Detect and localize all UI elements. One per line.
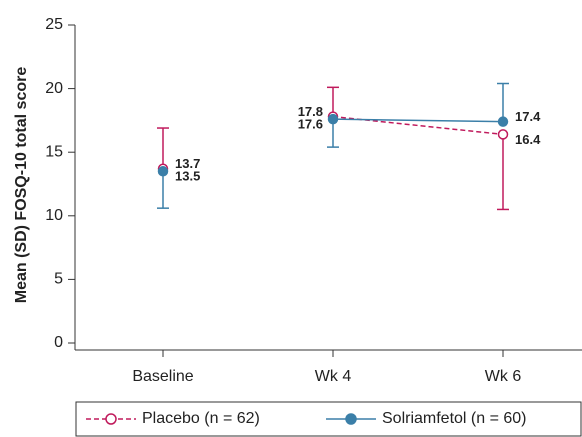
x-tick-label: Wk 6 (485, 368, 522, 385)
marker (327, 113, 339, 125)
x-tick-label: Baseline (132, 368, 193, 385)
legend-marker (345, 413, 357, 425)
y-axis-label: Mean (SD) FOSQ-10 total score (13, 67, 30, 304)
series-line (332, 118, 504, 123)
error-bar (497, 82, 509, 122)
marker (157, 166, 169, 177)
legend-box (75, 401, 582, 437)
y-tick-label: 20 (45, 80, 63, 97)
y-tick-label: 5 (54, 271, 63, 288)
x-tick-label: Wk 4 (315, 368, 352, 385)
legend-label: Placebo (n = 62) (142, 410, 260, 427)
legend-marker (105, 413, 117, 425)
y-tick-label: 25 (45, 16, 63, 33)
value-label: 17.8 (298, 104, 323, 119)
error-bar (497, 134, 509, 211)
legend-label: Solriamfetol (n = 60) (382, 410, 527, 427)
y-tick-label: 15 (45, 143, 63, 160)
marker (497, 129, 509, 140)
value-label: 17.4 (515, 109, 541, 124)
value-label: 13.7 (175, 156, 200, 171)
y-tick-label: 10 (45, 207, 63, 224)
value-label: 17.6 (298, 117, 323, 132)
value-label: 13.5 (175, 169, 200, 184)
error-bar (157, 171, 169, 209)
y-tick-label: 0 (54, 334, 63, 351)
error-bar (157, 127, 169, 169)
marker (497, 116, 509, 127)
value-label: 16.4 (515, 132, 541, 147)
